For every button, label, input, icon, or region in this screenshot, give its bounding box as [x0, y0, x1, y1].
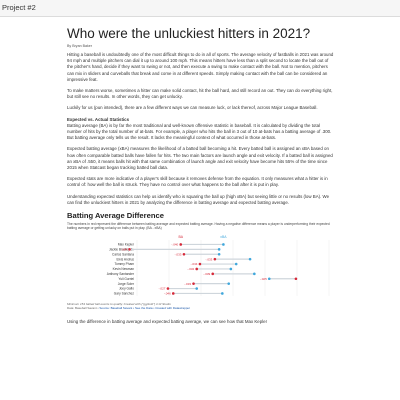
chart-source-prefix: Data: Baseball Savant •	[67, 306, 100, 311]
project-tab-bar: Project #2	[0, 0, 400, 17]
legend-ba-label: BA	[178, 235, 183, 239]
batting-average-chart: Batting Average Difference The numbers i…	[67, 211, 335, 311]
legend-xba-label: xBA	[220, 235, 227, 239]
difference-label: -.034	[191, 263, 198, 267]
ba-point	[213, 258, 217, 261]
chart-source: Data: Baseball Savant • Source: Baseball…	[67, 306, 335, 311]
difference-label: -.033	[184, 282, 191, 286]
player-label: Joey Gallo	[119, 287, 134, 291]
difference-label: -.033	[206, 258, 213, 262]
player-label: Carlos Santana	[112, 253, 134, 257]
ba-point	[182, 253, 186, 257]
ba-point	[195, 268, 199, 271]
article-content: Who were the unluckiest hitters in 2021?…	[67, 26, 335, 330]
xba-paragraph: Expected batting average (xBA) measures …	[67, 146, 333, 171]
player-label: Jorge Soler	[118, 282, 135, 286]
ba-point	[128, 248, 131, 252]
ba-point	[179, 243, 183, 247]
difference-label: -.084	[120, 248, 127, 252]
player-label: Kevin Newman	[113, 268, 135, 272]
xba-point	[222, 243, 225, 247]
intro-paragraph-1: Hitting a baseball is undoubtedly one of…	[67, 52, 334, 82]
player-label: Anthony Santander	[107, 272, 135, 276]
xba-point	[217, 248, 221, 252]
ba-point	[198, 263, 202, 266]
analysis-paragraph: Understanding expected statistics can he…	[67, 193, 330, 205]
difference-label: -.027	[159, 287, 166, 291]
xba-point	[221, 292, 224, 296]
chart-note: Minimum 154 batted ball events to qualif…	[67, 302, 171, 307]
article-title: Who were the unluckiest hitters in 2021?	[67, 26, 311, 41]
player-label: Max Kepler	[118, 243, 135, 247]
chart-subtitle: The numbers in red represent the differe…	[67, 222, 330, 231]
player-label: Yuli Gurriel	[118, 277, 134, 281]
project-tab-label[interactable]: Project #2	[2, 3, 36, 12]
xba-point	[227, 282, 231, 286]
ba-point	[211, 273, 215, 276]
player-label: Tommy Pham	[115, 263, 135, 267]
intro-paragraph-2: To make matters worse, sometimes a hitte…	[67, 88, 333, 100]
difference-label: -.046	[164, 292, 171, 296]
xba-point	[234, 263, 238, 266]
section-expected-vs-actual: Expected vs. Actual Statistics Batting a…	[67, 117, 335, 142]
xba-point	[195, 287, 199, 291]
section-heading: Expected vs. Actual Statistics	[67, 116, 130, 122]
ba-point	[192, 282, 195, 286]
difference-label: -.039	[203, 272, 210, 276]
xba-point	[229, 268, 233, 271]
intro-paragraph-3: Luckily for us (pun intended), there are…	[67, 105, 318, 111]
expected-stats-paragraph: Expected stats are more indicative of a …	[67, 176, 328, 188]
difference-label: -.040	[171, 243, 178, 247]
difference-label: -.033	[175, 253, 182, 257]
xba-point	[217, 253, 221, 257]
footer-fragment: Using the difference in batting average …	[67, 318, 268, 324]
player-label: Gary Sanchez	[114, 292, 135, 296]
chart-title: Batting Average Difference	[67, 211, 164, 221]
difference-label: -.025	[260, 277, 267, 281]
xba-point	[267, 277, 271, 281]
ba-point	[166, 287, 170, 291]
xba-point	[248, 258, 252, 261]
difference-label: -.032	[187, 268, 194, 272]
section-body: Batting average (BA) is by far the most …	[67, 122, 332, 141]
player-label: Elvis Andrus	[116, 258, 134, 262]
article-byline: By Bryan Baker	[67, 44, 92, 48]
ba-point	[171, 292, 175, 296]
chart-source-links[interactable]: Source: Baseball Savant • See the Data •…	[99, 306, 191, 311]
ba-point	[294, 277, 298, 281]
xba-point	[253, 273, 256, 276]
player-label: Jackie Bradley Jr.	[109, 248, 134, 252]
